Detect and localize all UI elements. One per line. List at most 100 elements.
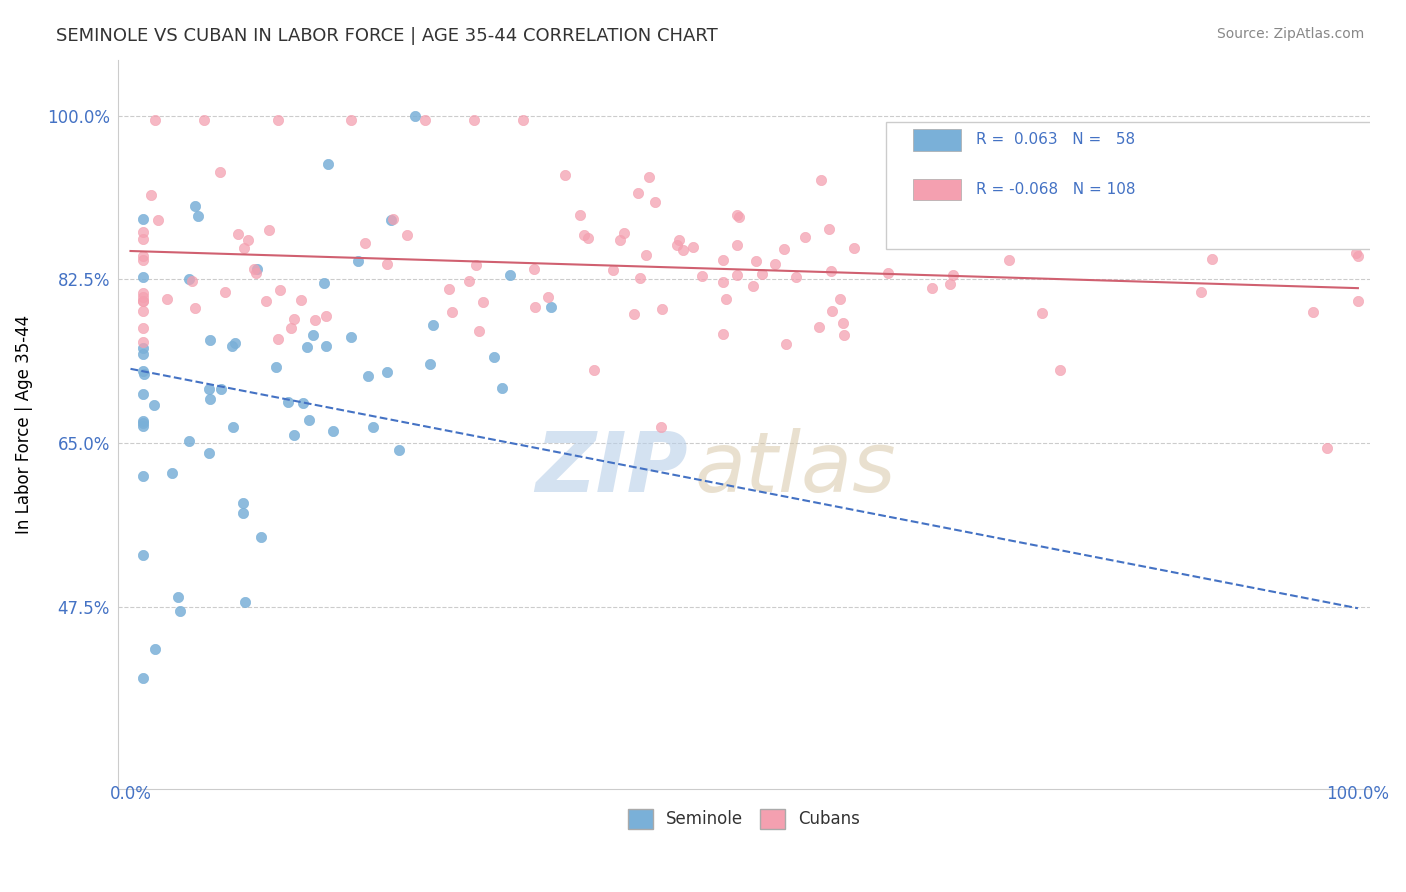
Point — [1031, 306, 1053, 320]
Point — [714, 293, 737, 307]
Point — [810, 172, 832, 186]
Point — [169, 605, 191, 619]
Point — [880, 217, 903, 231]
Point — [472, 294, 495, 309]
Point — [297, 413, 319, 427]
Point — [583, 362, 606, 376]
Point — [463, 113, 485, 128]
Point — [304, 313, 326, 327]
Point — [512, 113, 534, 128]
Point — [233, 595, 256, 609]
Point — [1081, 232, 1104, 246]
Text: atlas: atlas — [695, 427, 896, 508]
Point — [375, 365, 398, 379]
Point — [184, 199, 207, 213]
Point — [132, 368, 155, 382]
Legend: Seminole, Cubans: Seminole, Cubans — [621, 802, 868, 836]
Text: Source: ZipAtlas.com: Source: ZipAtlas.com — [1216, 27, 1364, 41]
Point — [264, 359, 287, 374]
Text: 0.0%: 0.0% — [110, 786, 152, 804]
Point — [160, 466, 183, 480]
Point — [785, 270, 807, 285]
Point — [232, 496, 254, 510]
Point — [844, 241, 866, 255]
Point — [179, 434, 201, 449]
Point — [728, 211, 751, 225]
Point — [318, 157, 340, 171]
Point — [143, 113, 166, 128]
Point — [439, 282, 461, 296]
Point — [132, 347, 155, 361]
Point — [221, 339, 243, 353]
Point — [197, 382, 219, 396]
Bar — [914, 129, 960, 151]
Point — [1189, 285, 1212, 300]
Point — [132, 304, 155, 318]
Point — [666, 238, 689, 252]
Point — [132, 211, 155, 226]
Point — [467, 324, 489, 338]
Point — [775, 336, 797, 351]
Point — [482, 350, 505, 364]
Point — [523, 262, 546, 277]
Point — [499, 268, 522, 283]
Point — [179, 272, 201, 286]
Point — [198, 334, 221, 348]
Point — [312, 277, 335, 291]
Point — [711, 275, 734, 289]
Point — [1316, 441, 1339, 455]
Point — [395, 228, 418, 243]
Point — [458, 274, 481, 288]
Point — [817, 222, 839, 236]
Point — [638, 169, 661, 184]
Text: SEMINOLE VS CUBAN IN LABOR FORCE | AGE 35-44 CORRELATION CHART: SEMINOLE VS CUBAN IN LABOR FORCE | AGE 3… — [56, 27, 718, 45]
Point — [283, 312, 305, 326]
Point — [602, 262, 624, 277]
Point — [1347, 294, 1369, 309]
Point — [612, 226, 634, 240]
Point — [413, 113, 436, 128]
Point — [245, 266, 267, 280]
Point — [554, 168, 576, 182]
Point — [243, 261, 266, 276]
Point — [651, 301, 673, 316]
Point — [794, 230, 817, 244]
Point — [807, 320, 830, 334]
Point — [524, 300, 547, 314]
Point — [821, 303, 844, 318]
Point — [269, 283, 291, 297]
Point — [193, 113, 215, 128]
Text: 100.0%: 100.0% — [1326, 786, 1389, 804]
Point — [132, 549, 155, 563]
Point — [346, 254, 368, 268]
Point — [375, 257, 398, 271]
Point — [257, 223, 280, 237]
Point — [745, 254, 768, 268]
Point — [315, 339, 337, 353]
Point — [132, 671, 155, 685]
Point — [725, 268, 748, 283]
Point — [232, 506, 254, 520]
Point — [156, 292, 179, 306]
Point — [132, 225, 155, 239]
Point — [763, 257, 786, 271]
Point — [132, 334, 155, 349]
Point — [939, 277, 962, 292]
Point — [132, 321, 155, 335]
Point — [283, 428, 305, 442]
Point — [668, 233, 690, 247]
Point — [921, 281, 943, 295]
Point — [132, 341, 155, 355]
Point — [440, 305, 463, 319]
Point — [828, 293, 851, 307]
Point — [132, 416, 155, 430]
FancyBboxPatch shape — [886, 121, 1381, 249]
Y-axis label: In Labor Force | Age 35-44: In Labor Force | Age 35-44 — [15, 315, 32, 534]
Bar — [914, 178, 960, 201]
Point — [422, 318, 444, 332]
Point — [357, 369, 380, 384]
Point — [741, 279, 763, 293]
Point — [295, 340, 318, 354]
Point — [682, 240, 704, 254]
Point — [224, 335, 246, 350]
